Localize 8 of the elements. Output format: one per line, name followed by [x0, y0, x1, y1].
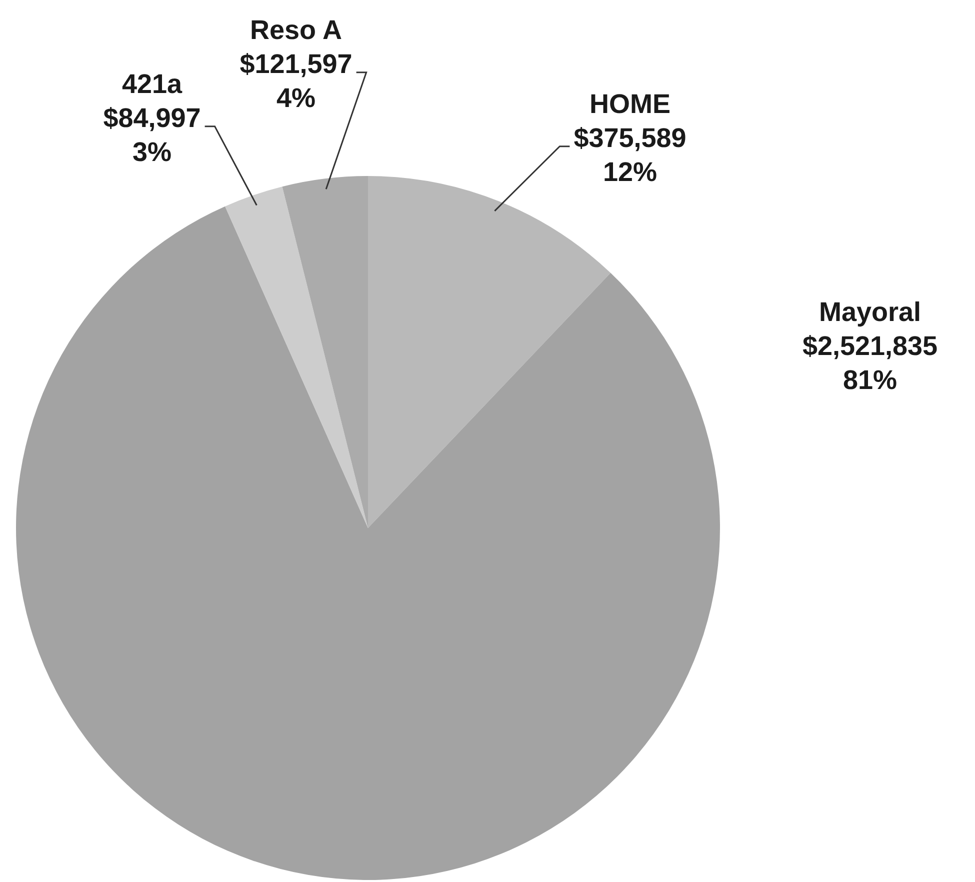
data-label: $121,597 4%: [240, 48, 352, 113]
data-label: $2,521,835 81%: [802, 330, 938, 395]
slice-label: HOME: [590, 88, 670, 119]
slice-label: 421a: [122, 68, 184, 99]
data-label: $375,589 12%: [574, 122, 686, 187]
slice-label: Mayoral: [818, 296, 922, 327]
slice-label: Reso A: [250, 14, 342, 45]
data-label: $84,997 3%: [103, 102, 201, 167]
